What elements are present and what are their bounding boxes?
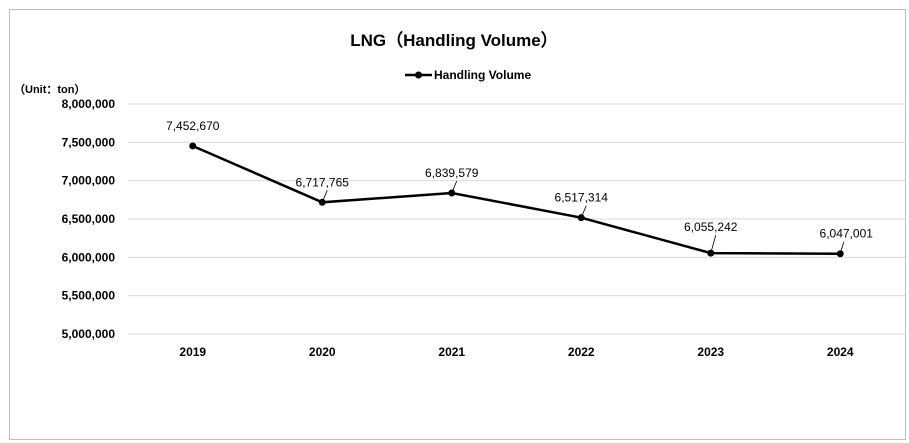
y-tick-label: 5,000,000 [62, 327, 116, 341]
legend-marker [415, 71, 422, 79]
chart-frame [9, 9, 906, 440]
label-leader-line [321, 190, 328, 203]
legend-label: Handling Volume [434, 68, 531, 82]
x-axis-ticks: 2019 2020 2021 2022 2023 2024 [179, 345, 854, 359]
x-tick-label: 2022 [568, 345, 595, 359]
y-tick-label: 5,500,000 [62, 289, 116, 303]
data-label: 6,055,242 [684, 220, 738, 234]
series-handling-volume [189, 142, 844, 258]
y-tick-label: 8,000,000 [62, 97, 116, 111]
y-tick-label: 7,500,000 [62, 135, 116, 149]
grid-lines [128, 103, 905, 335]
y-tick-label: 6,000,000 [62, 250, 116, 264]
x-tick-label: 2023 [697, 345, 724, 359]
chart-title: LNG（Handling Volume） [350, 30, 557, 50]
series-line [192, 144, 841, 255]
data-label: 6,717,765 [296, 175, 350, 189]
legend: Handling Volume [405, 68, 531, 82]
y-axis-ticks: 8,000,000 7,500,000 7,000,000 6,500,000 6,00… [62, 97, 116, 341]
y-axis-unit-label: （Unit：ton） [14, 83, 85, 96]
data-label: 6,047,001 [820, 227, 874, 241]
label-leader-line [580, 205, 587, 218]
data-label: 6,839,579 [425, 166, 479, 180]
x-tick-label: 2020 [309, 345, 336, 359]
x-tick-label: 2024 [827, 345, 854, 359]
x-tick-label: 2019 [179, 345, 206, 359]
label-leader-line [451, 180, 458, 194]
data-label: 7,452,670 [166, 119, 220, 133]
label-leader-line [710, 234, 717, 254]
y-tick-label: 7,000,000 [62, 174, 116, 188]
data-point [189, 142, 197, 150]
data-labels: 7,452,670 6,717,765 6,839,579 6,517,314 6,05… [166, 119, 873, 254]
y-tick-label: 6,500,000 [62, 212, 116, 226]
x-tick-label: 2021 [438, 345, 465, 359]
label-leader-line [839, 241, 845, 254]
data-label: 6,517,314 [555, 191, 609, 205]
